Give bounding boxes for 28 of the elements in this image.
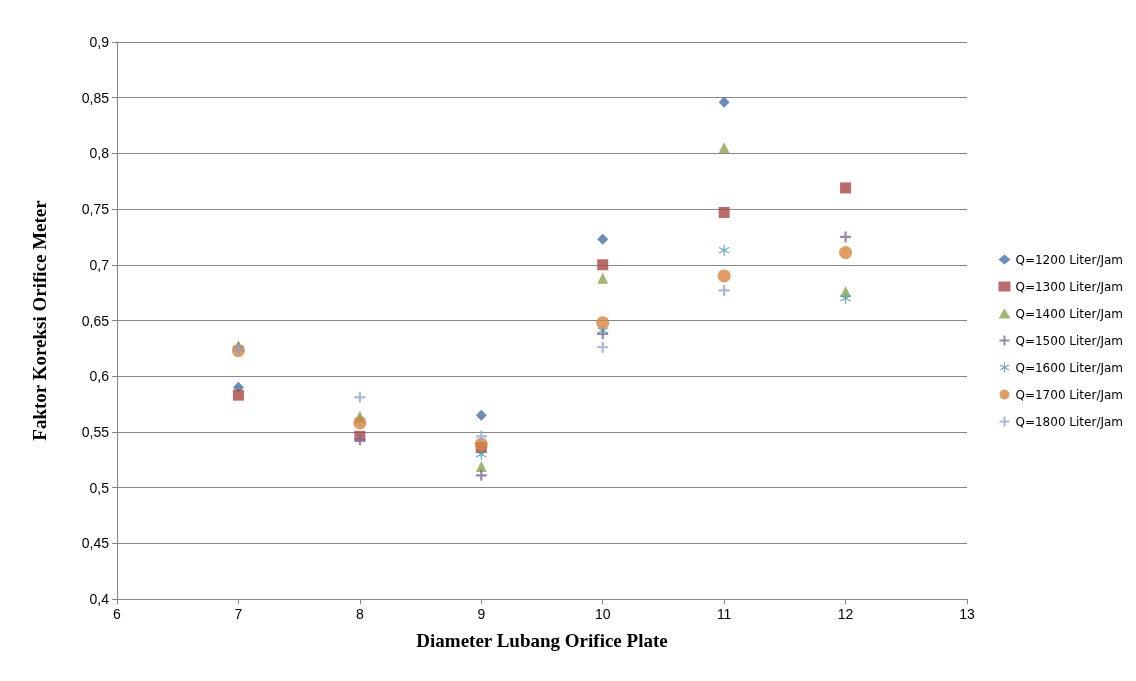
y-tick-label: 0,7: [89, 256, 110, 273]
x-tick-label: 13: [959, 606, 975, 622]
x-tick-label: 7: [234, 606, 243, 622]
y-tick-label: 0,8: [89, 145, 110, 162]
y-tick-label: 0,55: [81, 423, 110, 440]
legend-label: Q=1700 Liter/Jam: [1015, 387, 1124, 402]
x-axis-title: Diameter Lubang Orifice Plate: [416, 630, 668, 651]
y-tick-label: 0,75: [81, 201, 110, 218]
x-tick-label: 9: [477, 606, 486, 622]
x-tick-label: 12: [837, 606, 854, 622]
y-tick-label: 0,9: [89, 34, 110, 50]
legend-label: Q=1500 Liter/Jam: [1015, 333, 1124, 348]
y-axis-title: Faktor Koreksi Orifice Meter: [29, 199, 50, 441]
y-tick-label: 0,85: [81, 89, 110, 106]
legend-label: Q=1400 Liter/Jam: [1015, 306, 1124, 321]
legend-label: Q=1800 Liter/Jam: [1015, 414, 1124, 429]
x-tick-label: 8: [355, 606, 364, 622]
y-tick-label: 0,5: [89, 479, 110, 496]
legend-label: Q=1600 Liter/Jam: [1015, 360, 1124, 375]
y-tick-label: 0,65: [81, 312, 110, 329]
legend-label: Q=1200 Liter/Jam: [1015, 252, 1124, 267]
y-tick-label: 0,4: [89, 591, 110, 607]
x-tick-label: 10: [594, 606, 611, 622]
y-tick-label: 0,6: [89, 368, 110, 385]
x-tick-label: 6: [113, 606, 122, 622]
legend-label: Q=1300 Liter/Jam: [1015, 279, 1124, 294]
x-tick-label: 11: [716, 606, 732, 622]
y-tick-label: 0,45: [81, 535, 110, 552]
